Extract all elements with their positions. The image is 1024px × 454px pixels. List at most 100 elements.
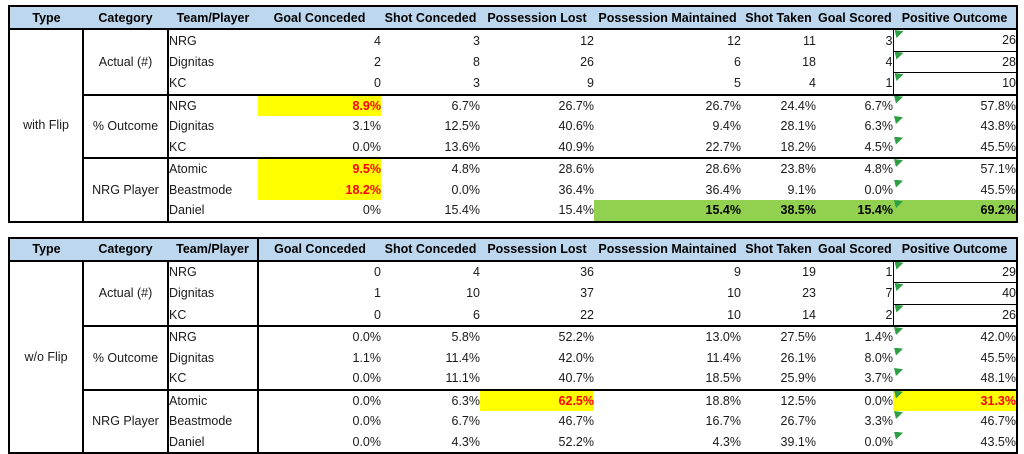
- value-cell[interactable]: 46.7%: [893, 411, 1017, 432]
- value-cell[interactable]: 4: [816, 51, 893, 73]
- value-cell[interactable]: 16.7%: [594, 411, 741, 432]
- value-cell[interactable]: 1: [816, 261, 893, 283]
- column-header-team-player[interactable]: Team/Player: [168, 238, 258, 261]
- value-cell[interactable]: 10: [381, 283, 480, 305]
- value-cell[interactable]: 9: [594, 261, 741, 283]
- value-cell[interactable]: 15.4%: [480, 200, 594, 222]
- category-cell[interactable]: Actual (#): [83, 29, 168, 95]
- team-player-cell[interactable]: Dignitas: [168, 116, 258, 137]
- value-cell[interactable]: 0%: [258, 200, 381, 222]
- value-cell[interactable]: 0: [258, 73, 381, 95]
- value-cell[interactable]: 15.4%: [816, 200, 893, 222]
- column-header-goal-scored[interactable]: Goal Scored: [816, 6, 893, 29]
- column-header-positive-outcome[interactable]: Positive Outcome: [893, 238, 1017, 261]
- value-cell[interactable]: 13.6%: [381, 137, 480, 159]
- value-cell[interactable]: 6.7%: [381, 95, 480, 117]
- team-player-cell[interactable]: Dignitas: [168, 51, 258, 73]
- value-cell[interactable]: 26: [480, 51, 594, 73]
- value-cell[interactable]: 0.0%: [816, 180, 893, 201]
- value-cell[interactable]: 36.4%: [594, 180, 741, 201]
- value-cell[interactable]: 46.7%: [480, 411, 594, 432]
- column-header-possession-maintained[interactable]: Possession Maintained: [594, 238, 741, 261]
- value-cell[interactable]: 10: [594, 304, 741, 326]
- value-cell[interactable]: 37: [480, 283, 594, 305]
- value-cell[interactable]: 26.7%: [480, 95, 594, 117]
- value-cell[interactable]: 5: [594, 73, 741, 95]
- value-cell[interactable]: 18.2%: [741, 137, 816, 159]
- value-cell[interactable]: 45.5%: [893, 348, 1017, 369]
- value-cell[interactable]: 0.0%: [816, 390, 893, 412]
- value-cell[interactable]: 45.5%: [893, 180, 1017, 201]
- value-cell[interactable]: 27.5%: [741, 326, 816, 348]
- value-cell[interactable]: 0.0%: [258, 390, 381, 412]
- team-player-cell[interactable]: NRG: [168, 326, 258, 348]
- team-player-cell[interactable]: Atomic: [168, 158, 258, 180]
- column-header-goal-conceded[interactable]: Goal Conceded: [258, 238, 381, 261]
- value-cell[interactable]: 22.7%: [594, 137, 741, 159]
- value-cell[interactable]: 3: [381, 29, 480, 51]
- team-player-cell[interactable]: KC: [168, 137, 258, 159]
- value-cell[interactable]: 28.1%: [741, 116, 816, 137]
- value-cell[interactable]: 40.6%: [480, 116, 594, 137]
- value-cell[interactable]: 0.0%: [816, 432, 893, 454]
- value-cell[interactable]: 48.1%: [893, 368, 1017, 390]
- value-cell[interactable]: 0: [258, 261, 381, 283]
- value-cell[interactable]: 9.1%: [741, 180, 816, 201]
- value-cell[interactable]: 0.0%: [258, 432, 381, 454]
- value-cell[interactable]: 28.6%: [594, 158, 741, 180]
- value-cell[interactable]: 6.7%: [816, 95, 893, 117]
- category-cell[interactable]: % Outcome: [83, 95, 168, 159]
- column-header-goal-scored[interactable]: Goal Scored: [816, 238, 893, 261]
- value-cell[interactable]: 0.0%: [258, 368, 381, 390]
- team-player-cell[interactable]: Dignitas: [168, 283, 258, 305]
- value-cell[interactable]: 36.4%: [480, 180, 594, 201]
- value-cell[interactable]: 3: [381, 73, 480, 95]
- value-cell[interactable]: 12: [594, 29, 741, 51]
- category-cell[interactable]: NRG Player: [83, 158, 168, 222]
- team-player-cell[interactable]: KC: [168, 368, 258, 390]
- value-cell[interactable]: 4.8%: [816, 158, 893, 180]
- category-cell[interactable]: Actual (#): [83, 261, 168, 327]
- category-cell[interactable]: % Outcome: [83, 326, 168, 390]
- value-cell[interactable]: 39.1%: [741, 432, 816, 454]
- team-player-cell[interactable]: NRG: [168, 261, 258, 283]
- value-cell[interactable]: 12.5%: [741, 390, 816, 412]
- value-cell[interactable]: 9: [480, 73, 594, 95]
- value-cell[interactable]: 40.9%: [480, 137, 594, 159]
- value-cell[interactable]: 29: [893, 261, 1017, 283]
- value-cell[interactable]: 4.5%: [816, 137, 893, 159]
- value-cell[interactable]: 9.5%: [258, 158, 381, 180]
- value-cell[interactable]: 62.5%: [480, 390, 594, 412]
- value-cell[interactable]: 26.7%: [741, 411, 816, 432]
- value-cell[interactable]: 1: [258, 283, 381, 305]
- value-cell[interactable]: 6: [381, 304, 480, 326]
- value-cell[interactable]: 52.2%: [480, 326, 594, 348]
- value-cell[interactable]: 57.8%: [893, 95, 1017, 117]
- value-cell[interactable]: 2: [258, 51, 381, 73]
- team-player-cell[interactable]: Daniel: [168, 432, 258, 454]
- value-cell[interactable]: 26.1%: [741, 348, 816, 369]
- value-cell[interactable]: 6.3%: [816, 116, 893, 137]
- value-cell[interactable]: 0.0%: [258, 411, 381, 432]
- value-cell[interactable]: 43.5%: [893, 432, 1017, 454]
- value-cell[interactable]: 4: [381, 261, 480, 283]
- value-cell[interactable]: 38.5%: [741, 200, 816, 222]
- column-header-goal-conceded[interactable]: Goal Conceded: [258, 6, 381, 29]
- value-cell[interactable]: 6.3%: [381, 390, 480, 412]
- value-cell[interactable]: 36: [480, 261, 594, 283]
- value-cell[interactable]: 12: [480, 29, 594, 51]
- value-cell[interactable]: 26.7%: [594, 95, 741, 117]
- value-cell[interactable]: 25.9%: [741, 368, 816, 390]
- value-cell[interactable]: 69.2%: [893, 200, 1017, 222]
- value-cell[interactable]: 4.8%: [381, 158, 480, 180]
- value-cell[interactable]: 1: [816, 73, 893, 95]
- value-cell[interactable]: 57.1%: [893, 158, 1017, 180]
- value-cell[interactable]: 52.2%: [480, 432, 594, 454]
- value-cell[interactable]: 40: [893, 283, 1017, 305]
- value-cell[interactable]: 3: [816, 29, 893, 51]
- value-cell[interactable]: 3.7%: [816, 368, 893, 390]
- column-header-shot-conceded[interactable]: Shot Conceded: [381, 6, 480, 29]
- value-cell[interactable]: 8.9%: [258, 95, 381, 117]
- column-header-type[interactable]: Type: [9, 6, 83, 29]
- value-cell[interactable]: 23.8%: [741, 158, 816, 180]
